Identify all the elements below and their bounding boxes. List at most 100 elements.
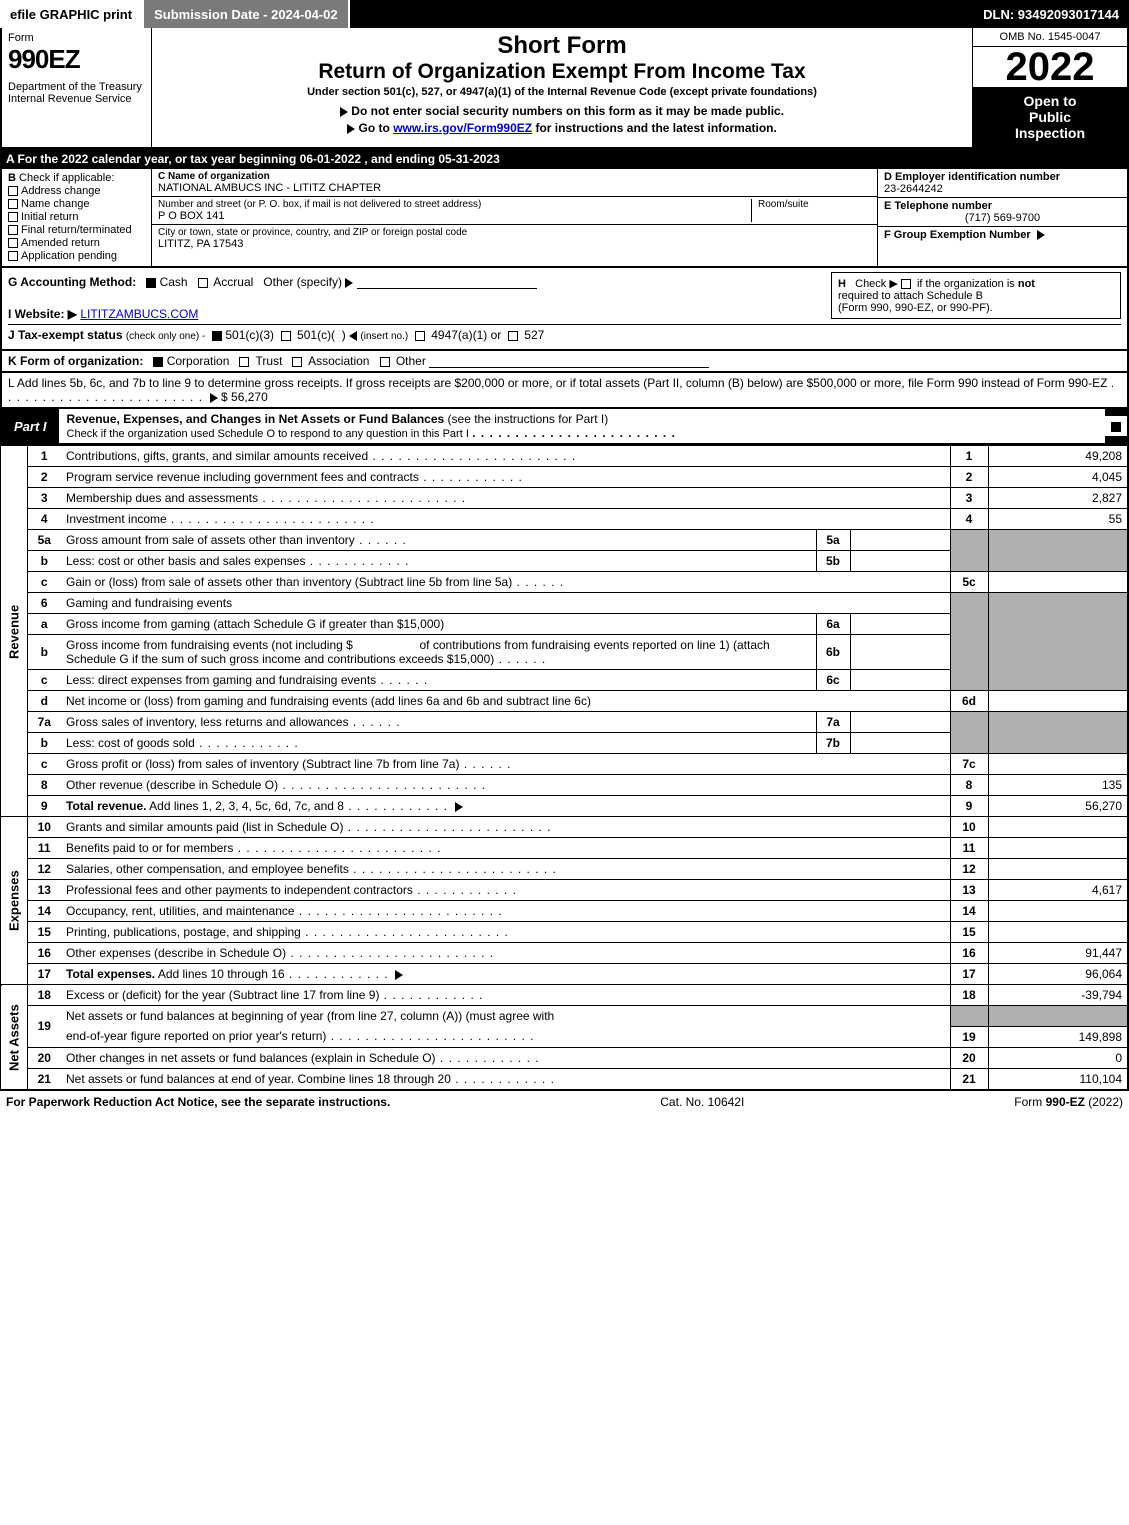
line-1-box: 1	[950, 446, 988, 467]
chk-final-return[interactable]: Final return/terminated	[8, 224, 145, 236]
g-other-input[interactable]	[357, 275, 537, 289]
line-3-box: 3	[950, 488, 988, 509]
chk-initial-return[interactable]: Initial return	[8, 211, 145, 223]
line-8-desc: Other revenue (describe in Schedule O)	[66, 778, 278, 792]
section-revenue: Revenue	[1, 446, 27, 817]
block-ghij: H Check ▶ if the organization is not req…	[0, 268, 1129, 351]
line-15-box: 15	[950, 922, 988, 943]
line-17-num: 17	[27, 964, 61, 985]
line-4-desc: Investment income	[66, 512, 167, 526]
irs-link[interactable]: www.irs.gov/Form990EZ	[393, 121, 532, 135]
k-trust: Trust	[256, 354, 283, 368]
line-20-num: 20	[27, 1047, 61, 1068]
line-18-val: -39,794	[988, 985, 1128, 1006]
chk-assoc[interactable]	[292, 357, 302, 367]
e-phone-value: (717) 569-9700	[884, 212, 1121, 224]
line-6c-inbox: 6c	[816, 670, 850, 691]
line-6a-inbox: 6a	[816, 614, 850, 635]
h-box: H Check ▶ if the organization is not req…	[831, 272, 1121, 319]
line-5b-inbox: 5b	[816, 551, 850, 572]
line-5c-desc: Gain or (loss) from sale of assets other…	[66, 575, 512, 589]
footer-mid: Cat. No. 10642I	[660, 1095, 744, 1109]
website-link[interactable]: LITITZAMBUCS.COM	[80, 307, 198, 321]
line-13-desc: Professional fees and other payments to …	[66, 883, 413, 897]
line-7a-inval	[850, 712, 950, 733]
line-7b-inval	[850, 733, 950, 754]
line-12-desc: Salaries, other compensation, and employ…	[66, 862, 349, 876]
l-amount: $ 56,270	[221, 390, 268, 404]
open-line-2: Public	[977, 109, 1123, 125]
line-21-val: 110,104	[988, 1068, 1128, 1090]
line-3-val: 2,827	[988, 488, 1128, 509]
chk-527[interactable]	[508, 331, 518, 341]
j-sub: (check only one) -	[126, 331, 205, 342]
h-check-text: Check ▶	[855, 278, 898, 290]
line-19-desc2: end-of-year figure reported on prior yea…	[66, 1029, 326, 1043]
line-21-box: 21	[950, 1068, 988, 1090]
chk-4947[interactable]	[415, 331, 425, 341]
chk-application-pending[interactable]: Application pending	[8, 250, 145, 262]
line-6a-inval	[850, 614, 950, 635]
chk-accrual[interactable]	[198, 278, 208, 288]
line-7a-inbox: 7a	[816, 712, 850, 733]
line-12-box: 12	[950, 859, 988, 880]
part-i-checkbox[interactable]	[1105, 416, 1127, 436]
arrow-icon	[340, 107, 348, 117]
c-name-value: NATIONAL AMBUCS INC - LITITZ CHAPTER	[158, 182, 871, 194]
line-14-desc: Occupancy, rent, utilities, and maintena…	[66, 904, 295, 918]
shade-5	[950, 530, 988, 572]
addr-value: P O BOX 141	[158, 210, 751, 222]
dept-treasury: Department of the Treasury	[8, 81, 145, 93]
shade-7	[950, 712, 988, 754]
chk-address-change[interactable]: Address change	[8, 185, 145, 197]
h-checkbox[interactable]	[901, 279, 911, 289]
under-section: Under section 501(c), 527, or 4947(a)(1)…	[160, 86, 964, 98]
j-501c3: 501(c)(3)	[225, 328, 274, 342]
g-other: Other (specify)	[263, 275, 342, 289]
shade-6-val	[988, 593, 1128, 691]
line-5c-box: 5c	[950, 572, 988, 593]
line-13-num: 13	[27, 880, 61, 901]
line-7a-num: 7a	[27, 712, 61, 733]
line-6d-box: 6d	[950, 691, 988, 712]
chk-other[interactable]	[380, 357, 390, 367]
line-19-box: 19	[950, 1026, 988, 1047]
line-6c-num: c	[27, 670, 61, 691]
tax-year: 2022	[973, 47, 1127, 87]
line-1-desc: Contributions, gifts, grants, and simila…	[66, 449, 368, 463]
h-not: not	[1018, 278, 1035, 290]
k-other-input[interactable]	[429, 354, 709, 368]
chk-501c[interactable]	[281, 331, 291, 341]
line-21-num: 21	[27, 1068, 61, 1090]
line-12-num: 12	[27, 859, 61, 880]
efile-label[interactable]: efile GRAPHIC print	[0, 0, 144, 28]
line-14-val	[988, 901, 1128, 922]
line-1-val: 49,208	[988, 446, 1128, 467]
j-527: 527	[524, 328, 544, 342]
arrow-icon	[210, 393, 218, 403]
line-4-val: 55	[988, 509, 1128, 530]
ssn-note: Do not enter social security numbers on …	[160, 104, 964, 118]
open-line-1: Open to	[977, 93, 1123, 109]
h-text4: (Form 990, 990-EZ, or 990-PF).	[838, 302, 993, 314]
dln: DLN: 93492093017144	[973, 0, 1129, 28]
line-10-val	[988, 817, 1128, 838]
chk-name-change[interactable]: Name change	[8, 198, 145, 210]
g-label: G Accounting Method:	[8, 275, 136, 289]
c-name-label: C Name of organization	[158, 171, 871, 182]
chk-amended-return[interactable]: Amended return	[8, 237, 145, 249]
line-5a-desc: Gross amount from sale of assets other t…	[66, 533, 355, 547]
h-label: H	[838, 278, 846, 290]
col-right-def: D Employer identification number 23-2644…	[877, 169, 1127, 266]
line-5c-val	[988, 572, 1128, 593]
line-15-num: 15	[27, 922, 61, 943]
line-5a-num: 5a	[27, 530, 61, 551]
room-label: Room/suite	[758, 199, 871, 210]
line-10-box: 10	[950, 817, 988, 838]
line-7c-val	[988, 754, 1128, 775]
line-18-box: 18	[950, 985, 988, 1006]
j-501c: 501(c)(	[297, 328, 335, 342]
chk-trust[interactable]	[239, 357, 249, 367]
goto-pre: Go to	[359, 121, 394, 135]
h-text2: if the organization is	[917, 278, 1018, 290]
